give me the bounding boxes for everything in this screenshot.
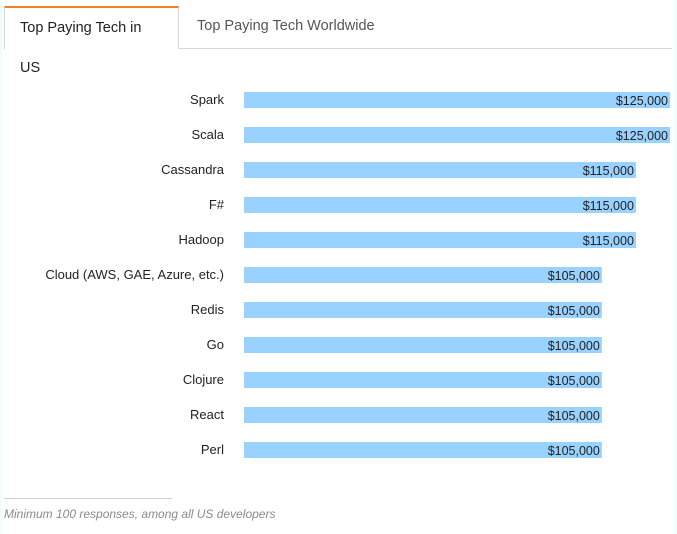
tab-top-paying-us[interactable]: Top Paying Tech in US — [4, 6, 179, 76]
frame-edge-left — [0, 0, 2, 534]
footnote: Minimum 100 responses, among all US deve… — [4, 507, 276, 521]
category-label: Hadoop — [178, 232, 224, 247]
bar — [244, 372, 602, 388]
bar — [244, 127, 670, 143]
category-label: React — [190, 407, 224, 422]
bar — [244, 197, 636, 213]
bar — [244, 442, 602, 458]
bar — [244, 232, 636, 248]
bar-value-label: $105,000 — [548, 409, 600, 423]
bar-value-label: $115,000 — [583, 199, 634, 213]
category-label: Redis — [191, 302, 225, 317]
tab-top-paying-worldwide[interactable]: Top Paying Tech Worldwide — [197, 18, 375, 34]
category-label: Clojure — [183, 372, 224, 387]
bar — [244, 407, 602, 423]
bar — [244, 92, 670, 108]
bar-value-label: $115,000 — [583, 234, 634, 248]
bar-value-label: $105,000 — [548, 339, 600, 353]
footnote-divider — [4, 498, 172, 499]
category-label: Spark — [190, 92, 224, 107]
bar-value-label: $105,000 — [548, 304, 600, 318]
category-label: Scala — [191, 127, 224, 142]
category-label: F# — [209, 197, 225, 212]
category-label: Cassandra — [161, 162, 225, 177]
bar-value-label: $115,000 — [583, 164, 634, 178]
frame-edge-right — [674, 0, 677, 534]
bar — [244, 267, 602, 283]
bar-value-label: $105,000 — [548, 374, 600, 388]
category-label: Perl — [201, 442, 224, 457]
category-label: Cloud (AWS, GAE, Azure, etc.) — [45, 267, 224, 282]
bar-value-label: $125,000 — [616, 94, 668, 108]
category-label: Go — [207, 337, 224, 352]
bar — [244, 337, 602, 353]
bar-value-label: $105,000 — [548, 444, 600, 458]
bar-value-label: $125,000 — [616, 129, 668, 143]
tab-bar: Top Paying Tech in US Top Paying Tech Wo… — [4, 0, 672, 76]
bar — [244, 162, 636, 178]
bar — [244, 302, 602, 318]
bar-value-label: $105,000 — [548, 269, 600, 283]
